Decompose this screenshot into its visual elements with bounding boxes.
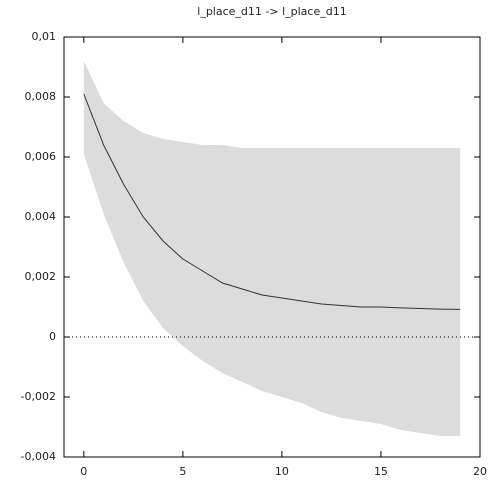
y-tick-label: 0,01 bbox=[32, 30, 57, 43]
y-tick-label: -0,002 bbox=[21, 390, 56, 403]
response-line bbox=[83, 93, 461, 310]
y-tick-label: 0 bbox=[49, 330, 56, 343]
y-tick-label: 0,006 bbox=[25, 150, 57, 163]
x-tick-label: 15 bbox=[374, 465, 388, 478]
plot-frame bbox=[63, 36, 481, 458]
x-tick-label: 5 bbox=[179, 465, 186, 478]
y-tick-label: 0,004 bbox=[25, 210, 57, 223]
confidence-band bbox=[83, 61, 461, 436]
y-tick-label: -0,004 bbox=[21, 450, 56, 463]
chart-title: l_place_d11 -> l_place_d11 bbox=[197, 5, 346, 18]
y-tick-label: 0,002 bbox=[25, 270, 57, 283]
y-tick-label: 0,008 bbox=[25, 90, 57, 103]
x-tick-label: 0 bbox=[80, 465, 87, 478]
x-tick-label: 20 bbox=[473, 465, 487, 478]
x-tick-label: 10 bbox=[275, 465, 289, 478]
